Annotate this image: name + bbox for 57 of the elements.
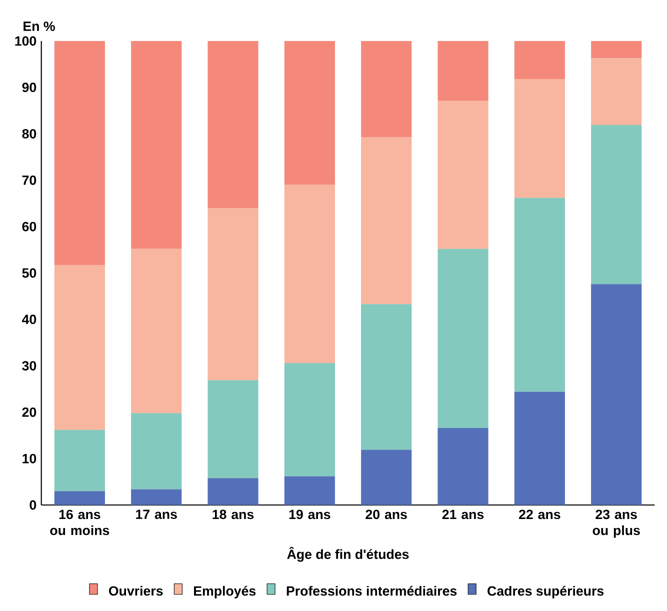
- x-tick-label: 17 ans: [136, 510, 177, 520]
- bar: [591, 58, 642, 125]
- bar: [208, 40, 258, 208]
- y-tick-label: 20: [22, 407, 36, 417]
- bar: [438, 100, 488, 249]
- y-axis-title: En %: [24, 22, 55, 31]
- x-tick-label: 22 ans: [519, 510, 560, 520]
- bar: [591, 40, 642, 58]
- bar: [54, 40, 105, 266]
- bar: [208, 380, 258, 478]
- x-tick-label: 23 ans ou plus: [592, 510, 640, 538]
- bar: [54, 491, 105, 505]
- legend-label: Cadres supérieurs: [488, 586, 604, 598]
- y-tick-label: 30: [22, 361, 36, 371]
- x-tick-label: 21 ans: [442, 510, 484, 520]
- bar: [514, 40, 565, 80]
- x-tick-label: 16 ans ou moins: [50, 510, 110, 536]
- bar: [361, 450, 412, 505]
- y-tick-label: 80: [22, 129, 36, 139]
- x-tick-label: 18 ans: [212, 510, 254, 520]
- bar: [514, 198, 565, 392]
- x-tick-label: 20 ans: [366, 510, 407, 520]
- bar: [438, 248, 488, 428]
- legend-label: Ouvriers: [108, 586, 163, 596]
- bar: [131, 40, 182, 249]
- bar: [208, 208, 258, 380]
- bar: [438, 428, 488, 505]
- bar: [284, 40, 335, 185]
- bar: [514, 79, 565, 198]
- legend-label: Employés: [194, 586, 256, 598]
- bar: [361, 40, 412, 138]
- bar: [131, 489, 182, 505]
- y-tick-label: 100: [15, 36, 36, 46]
- y-tick-label: 40: [22, 314, 36, 324]
- y-tick-label: 10: [22, 454, 36, 464]
- y-tick-label: 50: [22, 268, 36, 278]
- x-tick-label: 19 ans: [289, 510, 330, 520]
- bar: [284, 476, 335, 505]
- bar: [361, 137, 412, 304]
- legend-label: Professions intermédiaires: [286, 586, 457, 596]
- bar: [438, 40, 488, 101]
- y-tick-label: 90: [22, 82, 36, 92]
- bar: [591, 284, 642, 505]
- bar: [131, 248, 182, 414]
- bar: [591, 124, 642, 284]
- y-tick-label: 0: [30, 500, 36, 510]
- bar: [54, 430, 105, 492]
- y-tick-label: 70: [22, 175, 36, 185]
- bar: [208, 478, 258, 505]
- bar: [284, 363, 335, 476]
- bar: [131, 413, 182, 490]
- bar: [361, 304, 412, 450]
- bar: [514, 392, 565, 505]
- y-tick-label: 60: [22, 222, 36, 232]
- x-axis-title: Âge de fin d'études: [287, 546, 409, 562]
- bar: [54, 265, 105, 430]
- bar: [284, 184, 335, 364]
